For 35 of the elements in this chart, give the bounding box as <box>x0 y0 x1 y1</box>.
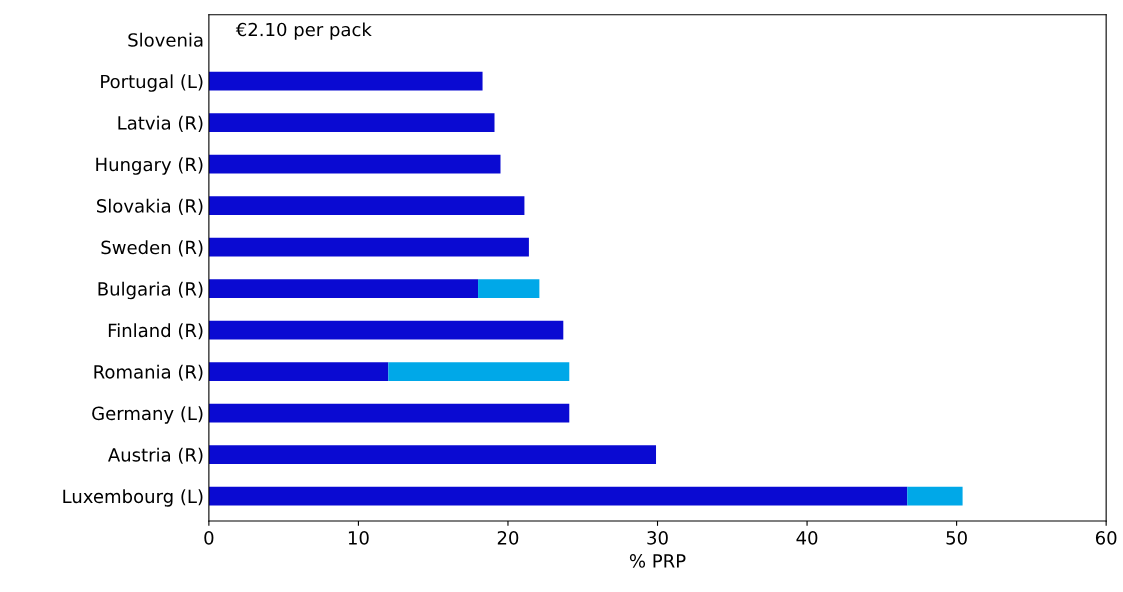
y-tick-label: Slovakia (R) <box>97 198 203 215</box>
x-tick-label: 50 <box>946 531 967 545</box>
y-tick-label: Austria (R) <box>108 447 203 464</box>
y-tick-label: Luxembourg (L) <box>63 489 203 507</box>
bar <box>478 279 540 298</box>
x-tick-label: 60 <box>1095 531 1117 545</box>
bar <box>208 196 525 215</box>
bar <box>208 71 483 91</box>
bar <box>208 403 570 423</box>
bar <box>208 154 501 174</box>
x-tick-label: 30 <box>647 531 668 545</box>
bar <box>208 113 495 133</box>
bar <box>208 445 657 464</box>
y-tick-label: Romania (R) <box>94 364 203 381</box>
bar <box>208 320 564 340</box>
bar <box>208 237 529 257</box>
x-axis-title: % PRP <box>629 554 686 568</box>
bar <box>907 486 963 506</box>
y-tick-label: Hungary (R) <box>96 157 203 175</box>
bar <box>208 486 908 506</box>
x-tick-label: 40 <box>796 531 818 545</box>
y-tick-label: Finland (R) <box>108 323 203 340</box>
x-tick-label: 0 <box>204 531 214 545</box>
bar <box>388 362 570 381</box>
y-tick-label: Sweden (R) <box>101 240 203 257</box>
annotation: €2.10 per pack <box>235 22 372 40</box>
y-tick-label: Bulgaria (R) <box>98 281 203 300</box>
y-tick-label: Slovenia <box>128 32 203 47</box>
bar <box>208 362 389 381</box>
y-tick-label: Germany (L) <box>92 406 203 424</box>
bar <box>208 279 479 298</box>
y-tick-label: Portugal (L) <box>101 74 203 92</box>
x-tick-label: 20 <box>497 531 519 545</box>
x-tick-label: 10 <box>348 531 369 545</box>
y-tick-label: Latvia (R) <box>118 115 203 132</box>
